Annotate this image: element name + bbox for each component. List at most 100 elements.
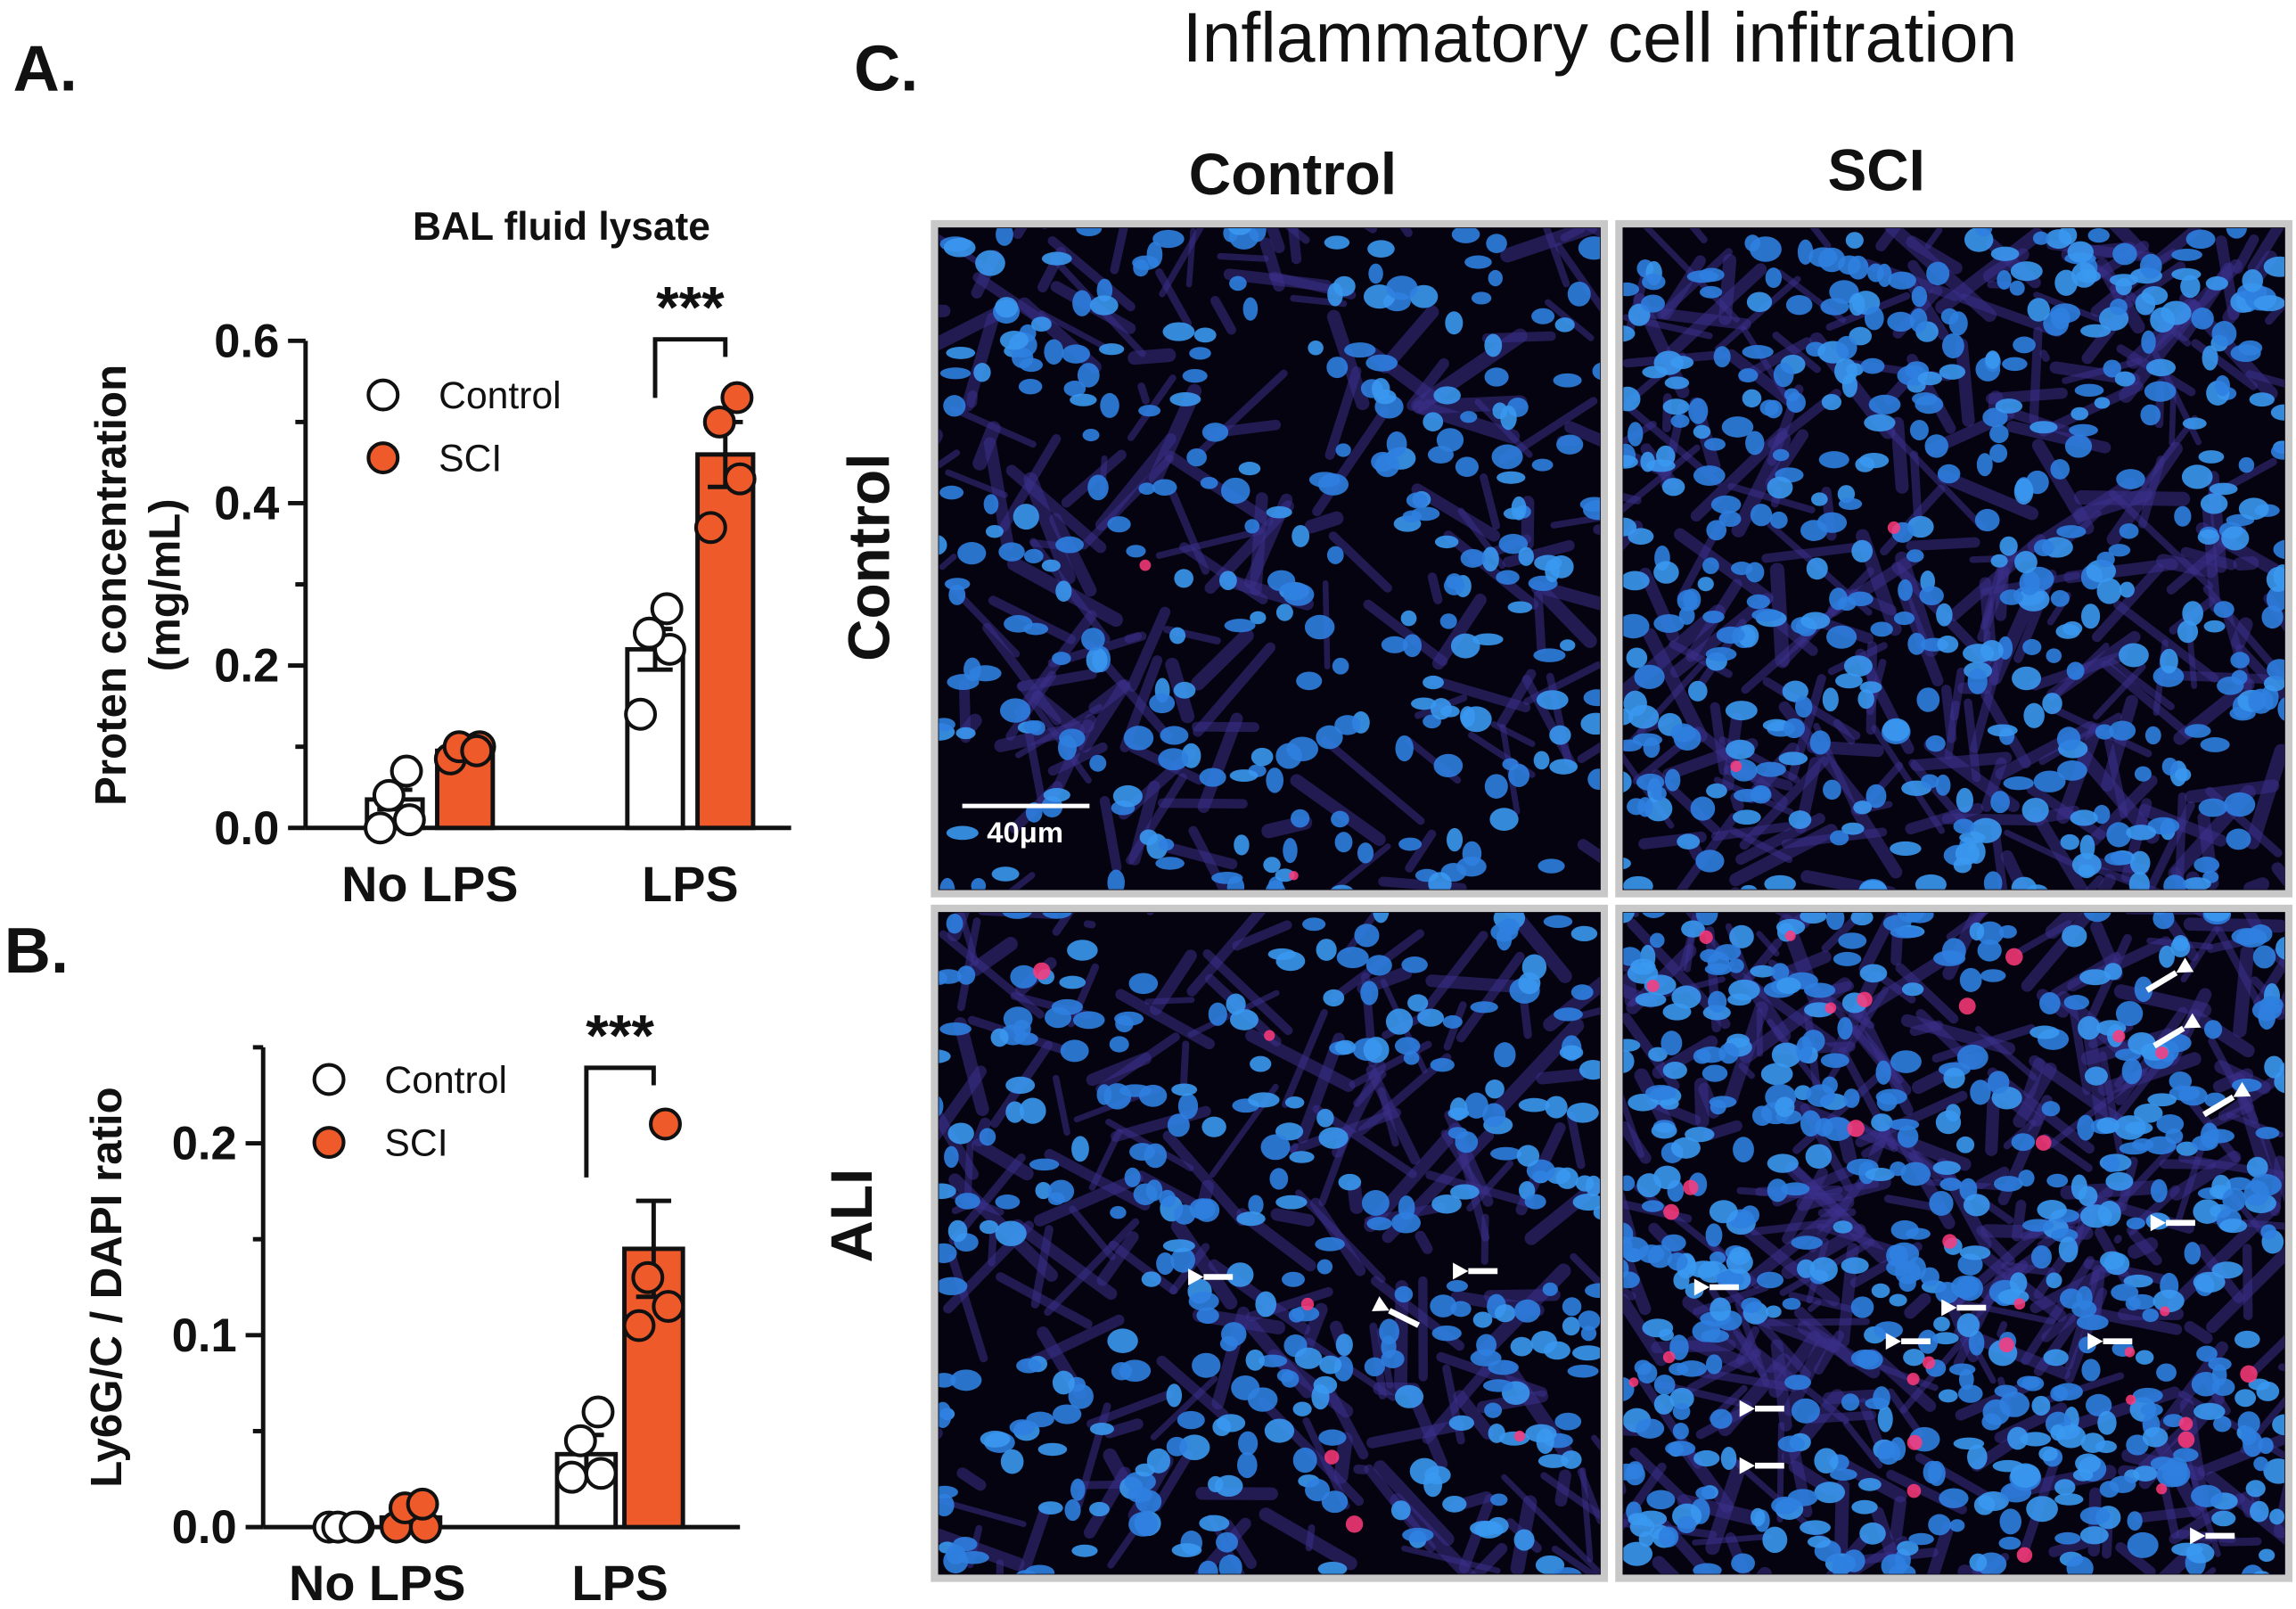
nucleus	[2063, 995, 2090, 1010]
nucleus	[2057, 760, 2087, 781]
nucleus	[2022, 638, 2042, 655]
nucleus	[1875, 1060, 1891, 1085]
nucleus	[1411, 506, 1440, 521]
tissue-strand	[1501, 1474, 1601, 1574]
nucleus	[1628, 704, 1660, 729]
nucleus	[1967, 669, 1988, 694]
nucleus	[1533, 751, 1550, 770]
nucleus	[1354, 924, 1380, 948]
nucleus	[1653, 613, 1685, 633]
tissue-strand	[1566, 1111, 1586, 1170]
nucleus	[2267, 659, 2284, 681]
nucleus	[1932, 1161, 1961, 1175]
tissue-strand	[1569, 1007, 1601, 1022]
ly6g-signal	[2035, 1135, 2052, 1151]
nucleus	[1364, 1357, 1385, 1377]
nucleus	[1903, 1349, 1925, 1367]
nucleus	[1485, 1080, 1505, 1099]
nucleus	[2200, 737, 2230, 752]
nucleus	[1721, 416, 1754, 438]
nucleus	[2114, 371, 2136, 387]
tissue-strand	[1188, 825, 1229, 890]
nucleus	[1887, 311, 1915, 332]
tissue-strand	[1761, 541, 1872, 563]
nucleus	[1518, 1097, 1550, 1112]
tissue-strand	[2107, 658, 2175, 710]
nucleus	[1911, 285, 1928, 308]
tissue-strand	[1890, 416, 1909, 494]
nucleus	[1820, 298, 1849, 316]
nucleus	[1431, 1194, 1462, 1214]
nucleus	[1851, 1499, 1878, 1515]
nucleus	[2213, 601, 2234, 619]
tissue-strand	[1047, 236, 1136, 312]
nucleus	[1318, 1127, 1349, 1149]
nucleus	[1201, 1116, 1226, 1137]
nucleus	[2106, 822, 2132, 848]
nucleus	[1464, 1092, 1488, 1119]
tissue-strand	[1305, 1524, 1316, 1552]
nucleus	[1460, 706, 1476, 727]
nucleus	[1189, 1198, 1216, 1220]
nucleus	[1385, 1008, 1414, 1035]
nucleus	[2209, 482, 2238, 496]
nucleus	[1292, 1447, 1317, 1474]
nucleus	[1642, 912, 1666, 918]
nucleus	[1890, 926, 1922, 939]
nucleus	[2115, 1000, 2144, 1027]
nucleus	[2276, 936, 2284, 960]
nucleus	[2150, 1178, 2168, 1203]
nucleus	[2249, 392, 2275, 407]
nucleus	[2197, 529, 2220, 546]
nucleus	[1623, 1541, 1653, 1566]
tissue-strand	[1210, 296, 1236, 335]
nucleus	[2231, 669, 2248, 685]
nucleus	[1030, 316, 1052, 332]
tissue-strand	[2029, 806, 2089, 890]
nucleus	[1439, 613, 1457, 629]
tissue-strand	[2101, 660, 2194, 740]
nucleus	[2147, 1093, 2177, 1107]
tissue-strand	[1690, 427, 1788, 522]
nucleus	[1559, 1045, 1584, 1060]
tissue-strand	[1907, 259, 1934, 294]
nucleus	[1677, 833, 1701, 850]
nucleus	[1162, 322, 1195, 341]
nucleus	[1100, 392, 1119, 418]
nucleus	[2102, 1154, 2120, 1172]
tissue-strand	[2115, 1542, 2156, 1574]
nucleus	[1866, 784, 1887, 809]
nucleus	[1803, 982, 1836, 998]
nucleus	[1733, 1137, 1754, 1163]
tissue-strand	[988, 595, 1076, 644]
nucleus	[1002, 912, 1032, 919]
nucleus	[2030, 1025, 2060, 1039]
nucleus	[1859, 964, 1888, 983]
nucleus	[1808, 247, 1838, 267]
tissue-strand	[1772, 332, 1821, 374]
nucleus	[1372, 377, 1390, 400]
ly6g-signal	[1662, 1350, 1676, 1364]
nucleus	[1756, 1271, 1784, 1289]
nucleus	[2080, 1433, 2105, 1454]
nucleus	[2084, 1066, 2108, 1086]
nucleus	[1688, 398, 1709, 424]
nucleus	[2014, 551, 2038, 574]
nucleus	[2255, 1127, 2280, 1139]
nucleus	[1769, 511, 1788, 529]
nucleus	[944, 1145, 959, 1169]
nucleus	[1433, 753, 1464, 777]
nucleus	[2125, 1121, 2153, 1135]
nucleus	[2152, 665, 2185, 687]
nucleus	[1283, 837, 1298, 864]
tissue-strand	[1904, 1293, 1931, 1319]
tissue-strand	[2167, 1200, 2282, 1311]
tissue-strand	[1521, 674, 1577, 769]
tissue-strand	[1170, 1219, 1238, 1309]
arrow-head-icon	[2190, 1527, 2206, 1545]
nucleus	[1893, 612, 1915, 626]
nucleus	[2022, 566, 2054, 592]
nucleus	[1156, 1252, 1175, 1276]
nucleus	[1445, 311, 1464, 335]
nucleus	[2169, 1071, 2193, 1091]
